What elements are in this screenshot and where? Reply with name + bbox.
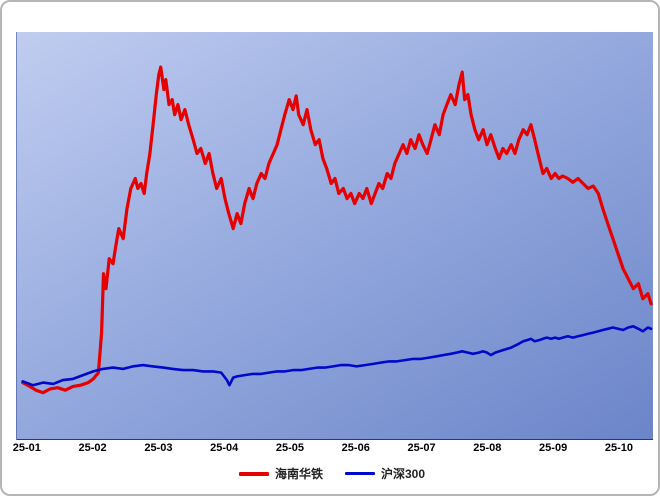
x-tick-label: 25-02 [78,442,107,454]
x-tick-label: 25-03 [144,442,173,454]
legend-label-hs300: 沪深300 [380,467,426,481]
x-tick-label: 25-05 [275,442,305,454]
x-tick-label: 25-06 [341,442,370,454]
red-series-swatch-icon [238,471,269,476]
x-tick-label: 25-01 [12,442,41,454]
x-axis-labels: 25-01 25-02 25-03 25-04 25-05 25-06 25-07 25-08… [12,442,652,458]
x-tick-label: 25-04 [210,442,239,454]
legend-item-hainan-huatie: 海南华铁 [238,465,323,482]
x-tick-label: 25-07 [407,442,436,454]
chart-legend: 海南华铁 沪深300 [2,465,658,482]
legend-item-hs300: 沪深300 [344,465,426,482]
blue-series-swatch-icon [344,472,375,475]
x-tick-label: 25-08 [473,442,502,454]
series-line [21,65,653,395]
x-tick-label: 25-10 [604,442,633,454]
plot-area [16,32,653,440]
chart-svg [21,65,653,395]
legend-label-hainan-huatie: 海南华铁 [274,467,323,481]
series-line [21,324,653,387]
x-tick-label: 25-09 [539,442,568,454]
